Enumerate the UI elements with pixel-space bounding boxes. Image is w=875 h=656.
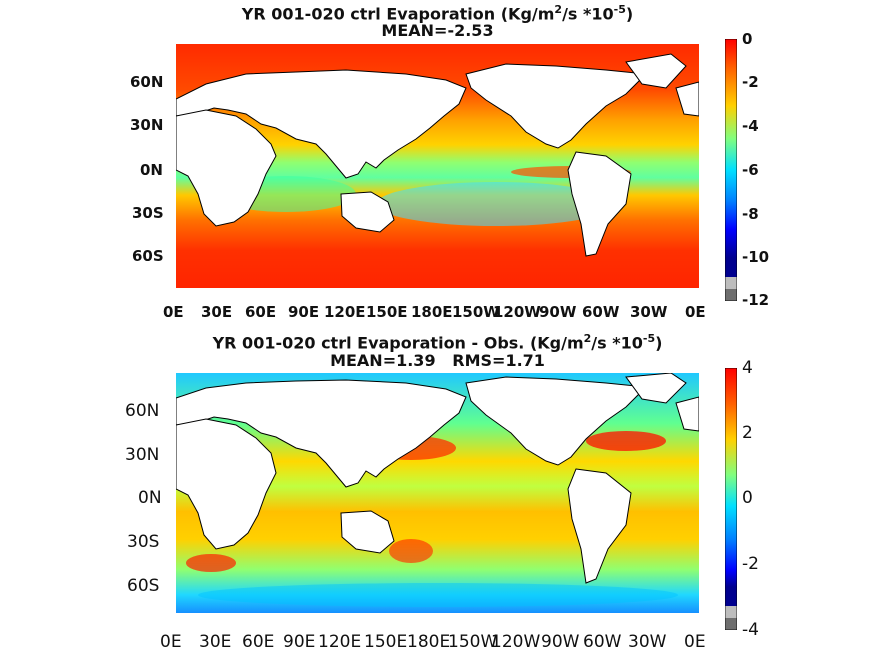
- bottom-title-sup1: 2: [583, 332, 592, 345]
- top-lon-label: 90E: [288, 303, 320, 321]
- bottom-title-text: YR 001-020 ctrl Evaporation - Obs. (Kg/m: [212, 333, 584, 353]
- bottom-lon-label: 150W: [448, 632, 498, 652]
- top-title-end: ): [625, 4, 634, 24]
- top-pacific-warm-pool: [376, 182, 616, 226]
- top-lon-label: 120W: [493, 303, 541, 321]
- top-lon-label: 90W: [539, 303, 577, 321]
- bottom-lon-label: 90W: [541, 632, 580, 652]
- bottom-lat-label: 0N: [138, 488, 162, 508]
- top-title-sup1: 2: [554, 3, 563, 16]
- top-eurasia: [176, 69, 467, 179]
- top-colorbar-label: -10: [742, 248, 770, 266]
- bottom-colorbar-label: -2: [742, 554, 759, 574]
- bottom-lat-label: 60N: [125, 401, 160, 421]
- bottom-lat-label: 30S: [127, 532, 160, 552]
- bottom-antarctic-edge: [176, 613, 699, 625]
- bottom-europe-west: [675, 396, 699, 432]
- bottom-southern-ocean-band: [198, 583, 678, 607]
- bottom-lon-label: 30E: [199, 632, 232, 652]
- top-lon-label: 150E: [366, 303, 408, 321]
- top-colorbar-label: -2: [742, 73, 759, 91]
- bottom-colorbar-gradient: [725, 368, 737, 606]
- bottom-lon-label: 0E: [684, 632, 706, 652]
- bottom-lon-label: 60E: [242, 632, 275, 652]
- bottom-agulhas-anomaly: [186, 554, 236, 572]
- top-lat-label: 30N: [130, 116, 164, 134]
- bottom-colorbar-undershoot-light: [725, 606, 737, 618]
- bottom-eurasia: [176, 379, 467, 488]
- top-lon-label: 60E: [245, 303, 277, 321]
- top-map: [176, 44, 699, 296]
- top-lat-label: 0N: [140, 161, 163, 179]
- bottom-colorbar-label: 4: [742, 358, 753, 378]
- bottom-lon-label: 30W: [628, 632, 667, 652]
- top-title-mid: /s *10: [562, 4, 614, 24]
- bottom-lon-label: 120W: [491, 632, 541, 652]
- bottom-lon-label: 0E: [160, 632, 182, 652]
- top-colorbar-label: -12: [742, 291, 770, 309]
- top-continents: [176, 53, 699, 296]
- bottom-lon-label: 90E: [283, 632, 316, 652]
- bottom-lat-label: 60S: [127, 576, 160, 596]
- bottom-title-mid: /s *10: [591, 333, 643, 353]
- bottom-colorbar-undershoot-dark: [725, 618, 737, 630]
- bottom-title-end: ): [655, 333, 663, 353]
- bottom-south-america: [567, 468, 632, 584]
- bottom-lon-label: 60W: [583, 632, 622, 652]
- bottom-title-sup2: -5: [642, 332, 656, 345]
- top-south-america: [567, 151, 632, 257]
- top-mean-label: MEAN=-2.53: [381, 21, 494, 40]
- bottom-north-america: [465, 376, 648, 466]
- bottom-map: [176, 373, 699, 625]
- bottom-stats-label: MEAN=1.39 RMS=1.71: [330, 351, 545, 370]
- bottom-lon-label: 150E: [364, 632, 408, 652]
- bottom-lon-label: 180E: [407, 632, 451, 652]
- top-title: YR 001-020 ctrl Evaporation (Kg/m2/s *10…: [0, 1, 875, 23]
- bottom-greenland: [625, 373, 687, 404]
- top-lon-label: 30W: [630, 303, 668, 321]
- top-lon-label: 150W: [452, 303, 500, 321]
- top-north-america: [465, 63, 648, 149]
- top-lon-label: 180E: [411, 303, 453, 321]
- top-colorbar-gradient: [725, 39, 737, 277]
- top-australia: [340, 191, 395, 233]
- top-colorbar-label: -6: [742, 161, 759, 179]
- top-lon-label: 0E: [685, 303, 706, 321]
- top-greenland: [625, 53, 687, 89]
- bottom-africa: [176, 418, 277, 550]
- top-lat-label: 60N: [130, 73, 164, 91]
- top-africa: [176, 109, 277, 227]
- bottom-east-australia-anomaly: [389, 539, 433, 563]
- bottom-australia: [340, 510, 395, 554]
- bottom-colorbar: [725, 368, 737, 630]
- top-title-sup2: -5: [613, 3, 626, 16]
- top-europe-west: [675, 81, 699, 117]
- bottom-continents: [176, 373, 699, 625]
- bottom-gulf-stream-anomaly: [586, 431, 666, 451]
- top-colorbar: [725, 39, 737, 301]
- top-lat-label: 30S: [132, 204, 164, 222]
- bottom-colorbar-label: 0: [742, 488, 753, 508]
- bottom-colorbar-label: -4: [742, 620, 759, 640]
- bottom-lat-label: 30N: [125, 445, 160, 465]
- top-colorbar-label: -4: [742, 117, 759, 135]
- bottom-colorbar-label: 2: [742, 423, 753, 443]
- top-lon-label: 30E: [201, 303, 233, 321]
- top-title-text: YR 001-020 ctrl Evaporation (Kg/m: [241, 4, 555, 24]
- top-colorbar-label: 0: [742, 30, 753, 48]
- top-colorbar-undershoot-light: [725, 277, 737, 289]
- bottom-lon-label: 120E: [318, 632, 362, 652]
- top-lon-label: 0E: [163, 303, 184, 321]
- top-lon-label: 120E: [324, 303, 366, 321]
- bottom-title: YR 001-020 ctrl Evaporation - Obs. (Kg/m…: [0, 330, 875, 352]
- top-colorbar-undershoot-dark: [725, 289, 737, 301]
- top-antarctic-edge: [176, 288, 699, 296]
- top-lon-label: 60W: [582, 303, 620, 321]
- top-colorbar-label: -8: [742, 205, 759, 223]
- top-lat-label: 60S: [132, 247, 164, 265]
